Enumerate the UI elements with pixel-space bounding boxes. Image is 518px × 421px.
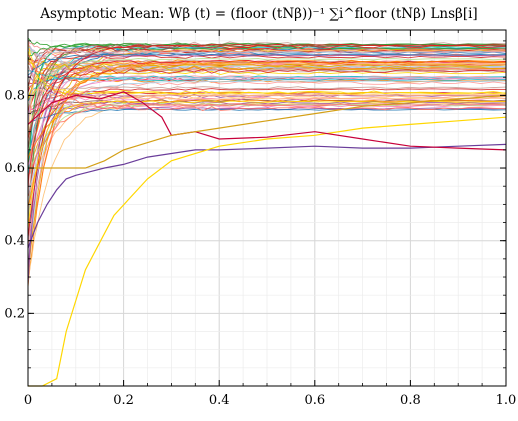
y-tick-label: 0.6 [4, 161, 25, 176]
series-line [27, 48, 507, 139]
series-line [27, 68, 507, 188]
series-line-highlight [28, 94, 507, 169]
series-line-highlight [27, 143, 507, 249]
x-tick-label: 0.2 [113, 393, 134, 408]
y-tick-label: 0.8 [4, 88, 25, 103]
series-line [27, 54, 507, 111]
highlighted-series [27, 91, 507, 387]
series-line [27, 47, 507, 123]
series-line [27, 60, 507, 141]
series-line [27, 51, 507, 247]
y-tick-label: 0.2 [4, 306, 25, 321]
y-tick-label: 0.4 [4, 234, 25, 249]
series-line [27, 85, 507, 100]
series-line [27, 69, 507, 82]
x-tick-label: 1.0 [496, 393, 517, 408]
series-line-highlight [28, 116, 507, 387]
series-line [27, 80, 506, 196]
series-line [27, 43, 507, 237]
series-line [27, 57, 507, 106]
series-line [27, 100, 506, 230]
series-line [27, 52, 507, 97]
x-tick-label: 0.8 [400, 393, 421, 408]
x-tick-label: 0 [24, 393, 32, 408]
series-line [27, 50, 507, 128]
series-line [27, 107, 507, 114]
series-line [27, 99, 507, 114]
series-line [27, 96, 507, 115]
series-line [27, 63, 507, 101]
series-lines [27, 38, 507, 288]
axis-ticks [27, 30, 507, 386]
series-line [27, 88, 507, 197]
series-line [27, 94, 507, 127]
x-tick-label: 0.4 [209, 393, 230, 408]
x-tick-label: 0.6 [304, 393, 325, 408]
chart-title: Asymptotic Mean: Wβ (t) = (floor (tNβ))⁻… [39, 6, 477, 22]
series-line [27, 65, 507, 90]
series-line [27, 46, 507, 70]
series-line [27, 80, 507, 249]
series-line [28, 51, 507, 95]
y-tick-labels: 0.2 0.4 0.6 0.8 [4, 88, 25, 321]
series-line [27, 70, 507, 102]
x-tick-labels: 0 0.2 0.4 0.6 0.8 1.0 [24, 393, 516, 408]
series-line [27, 102, 507, 196]
